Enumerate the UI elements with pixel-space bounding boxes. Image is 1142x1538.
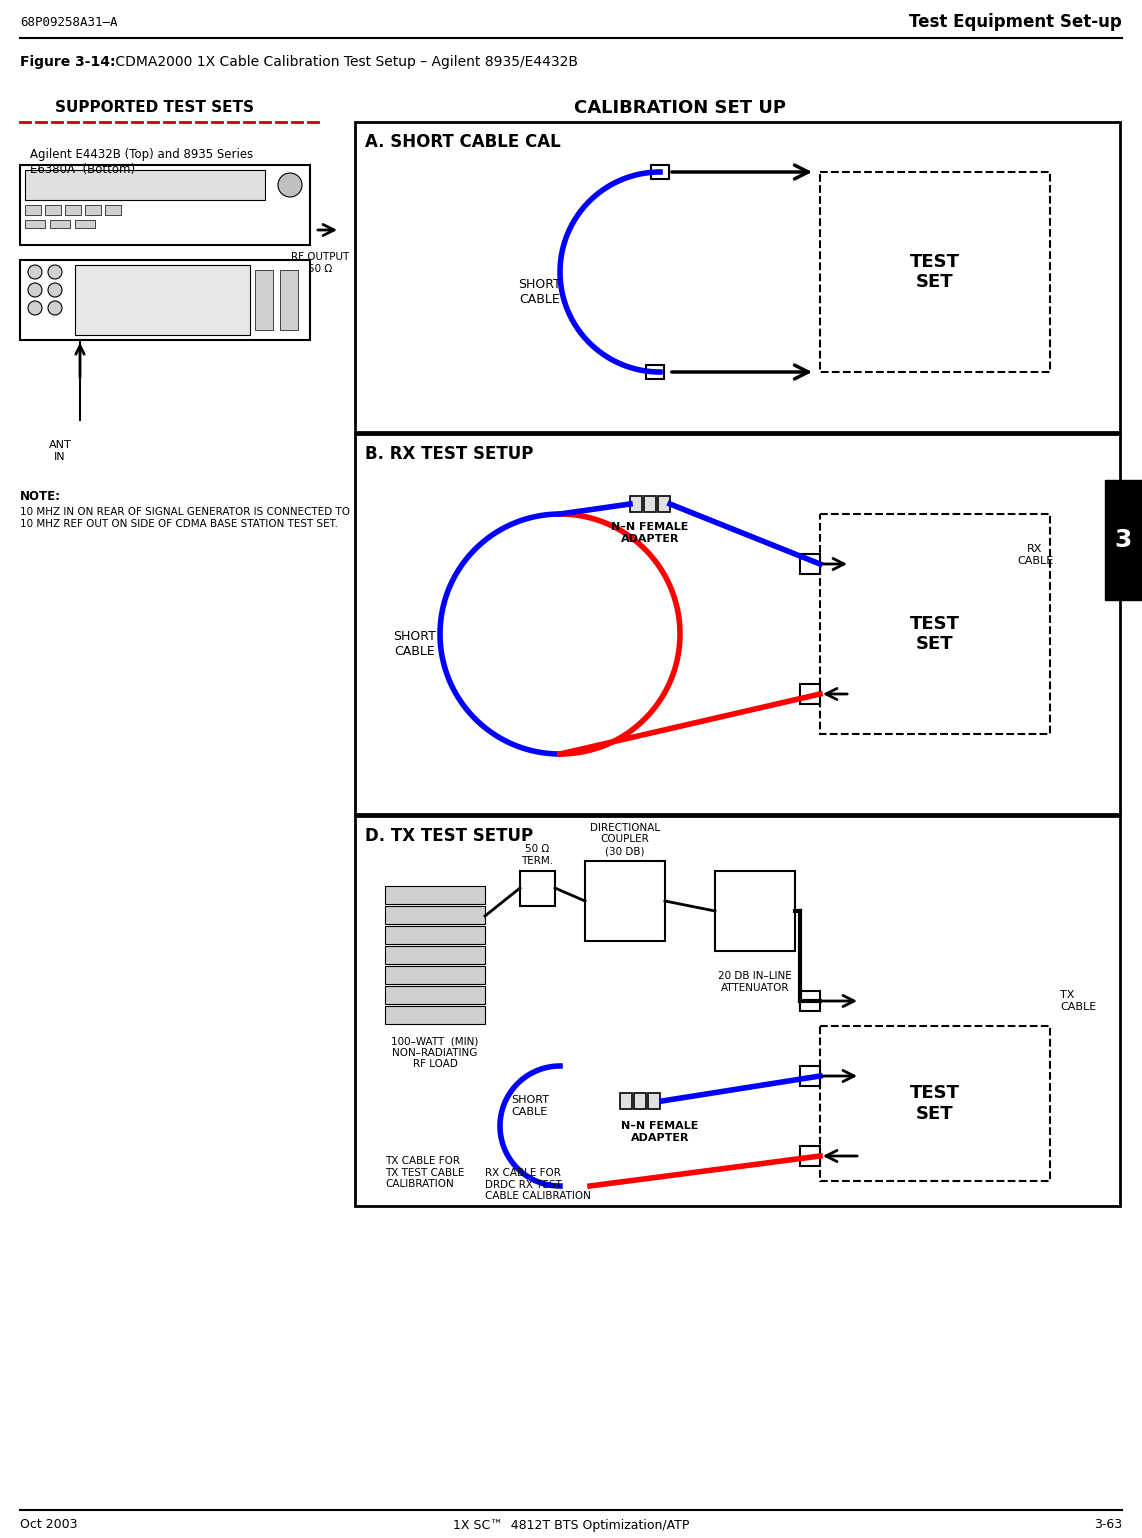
Bar [45,205,61,215]
Bar [25,171,265,200]
Text: D. TX TEST SETUP: D. TX TEST SETUP [365,827,533,844]
Bar [385,986,485,1004]
Bar [644,495,656,512]
Text: 10 MHZ IN ON REAR OF SIGNAL GENERATOR IS CONNECTED TO
10 MHZ REF OUT ON SIDE OF : 10 MHZ IN ON REAR OF SIGNAL GENERATOR IS… [21,508,349,529]
Text: N–N FEMALE
ADAPTER: N–N FEMALE ADAPTER [611,521,689,543]
Bar [385,886,485,904]
Bar [630,495,642,512]
Text: Test Equipment Set-up: Test Equipment Set-up [909,12,1121,31]
Bar [75,265,250,335]
Text: TEST
SET: TEST SET [910,252,960,291]
Bar [801,990,820,1010]
Bar [585,861,665,941]
Bar [255,271,273,331]
Bar [25,220,45,228]
Circle shape [29,301,42,315]
Bar [634,1094,646,1109]
Bar [1105,480,1142,600]
Bar [646,365,664,378]
Text: NOTE:: NOTE: [21,491,61,503]
Text: A. SHORT CABLE CAL: A. SHORT CABLE CAL [365,132,561,151]
Text: TX CABLE FOR
TX TEST CABLE
CALIBRATION: TX CABLE FOR TX TEST CABLE CALIBRATION [385,1157,465,1189]
Text: SUPPORTED TEST SETS: SUPPORTED TEST SETS [55,100,254,115]
Circle shape [48,301,62,315]
Bar [801,1146,820,1166]
Bar [801,684,820,704]
Bar [820,514,1049,734]
Bar [21,260,309,340]
Text: RF OUTPUT
50 Ω: RF OUTPUT 50 Ω [291,252,349,274]
Circle shape [29,283,42,297]
Bar [105,205,121,215]
Bar [355,122,1120,432]
Bar [355,434,1120,814]
Text: TX
CABLE: TX CABLE [1060,990,1096,1012]
Text: ANT
IN: ANT IN [49,440,71,461]
Bar [820,172,1049,372]
Bar [820,1026,1049,1181]
Text: TEST
SET: TEST SET [910,1084,960,1123]
Bar [801,1066,820,1086]
Text: SHORT
CABLE: SHORT CABLE [394,631,436,658]
Bar [280,271,298,331]
Text: 68P09258A31–A: 68P09258A31–A [21,15,118,29]
Bar [385,946,485,964]
Text: 3: 3 [1115,528,1132,552]
Bar [21,165,309,245]
Text: DIRECTIONAL
COUPLER
(30 DB): DIRECTIONAL COUPLER (30 DB) [590,823,660,857]
Bar [648,1094,660,1109]
Text: N–N FEMALE
ADAPTER: N–N FEMALE ADAPTER [621,1121,699,1143]
Bar [651,165,669,178]
Bar [65,205,81,215]
Text: Oct 2003: Oct 2003 [21,1518,78,1532]
Circle shape [29,265,42,278]
Bar [801,554,820,574]
Bar [620,1094,632,1109]
Bar [385,1006,485,1024]
Bar [50,220,70,228]
Bar [355,817,1120,1206]
Text: RX CABLE FOR
DRDC RX TEST
CABLE CALIBRATION: RX CABLE FOR DRDC RX TEST CABLE CALIBRAT… [485,1167,590,1201]
Bar [385,926,485,944]
Text: 1X SC™  4812T BTS Optimization/ATP: 1X SC™ 4812T BTS Optimization/ATP [453,1518,689,1532]
Bar [385,966,485,984]
Text: 100–WATT  (MIN)
NON–RADIATING
RF LOAD: 100–WATT (MIN) NON–RADIATING RF LOAD [392,1037,478,1069]
Bar [385,906,485,924]
Bar [520,871,555,906]
Circle shape [48,265,62,278]
Text: 50 Ω
TERM.: 50 Ω TERM. [521,844,553,866]
Text: Figure 3-14:: Figure 3-14: [21,55,115,69]
Text: 3-63: 3-63 [1094,1518,1121,1532]
Text: SHORT
CABLE: SHORT CABLE [518,278,562,306]
Circle shape [48,283,62,297]
Bar [85,205,100,215]
Text: CDMA2000 1X Cable Calibration Test Setup – Agilent 8935/E4432B: CDMA2000 1X Cable Calibration Test Setup… [111,55,578,69]
Text: RX
CABLE: RX CABLE [1016,544,1053,566]
Bar [658,495,670,512]
Bar [715,871,795,950]
Text: SHORT
CABLE: SHORT CABLE [510,1095,549,1117]
Text: TEST
SET: TEST SET [910,615,960,654]
Text: 20 DB IN–LINE
ATTENUATOR: 20 DB IN–LINE ATTENUATOR [718,970,791,992]
Circle shape [278,172,301,197]
Text: B. RX TEST SETUP: B. RX TEST SETUP [365,444,533,463]
Bar [25,205,41,215]
Bar [75,220,95,228]
Text: Agilent E4432B (Top) and 8935 Series
E6380A  (Bottom): Agilent E4432B (Top) and 8935 Series E63… [30,148,254,175]
Text: CALIBRATION SET UP: CALIBRATION SET UP [574,98,786,117]
